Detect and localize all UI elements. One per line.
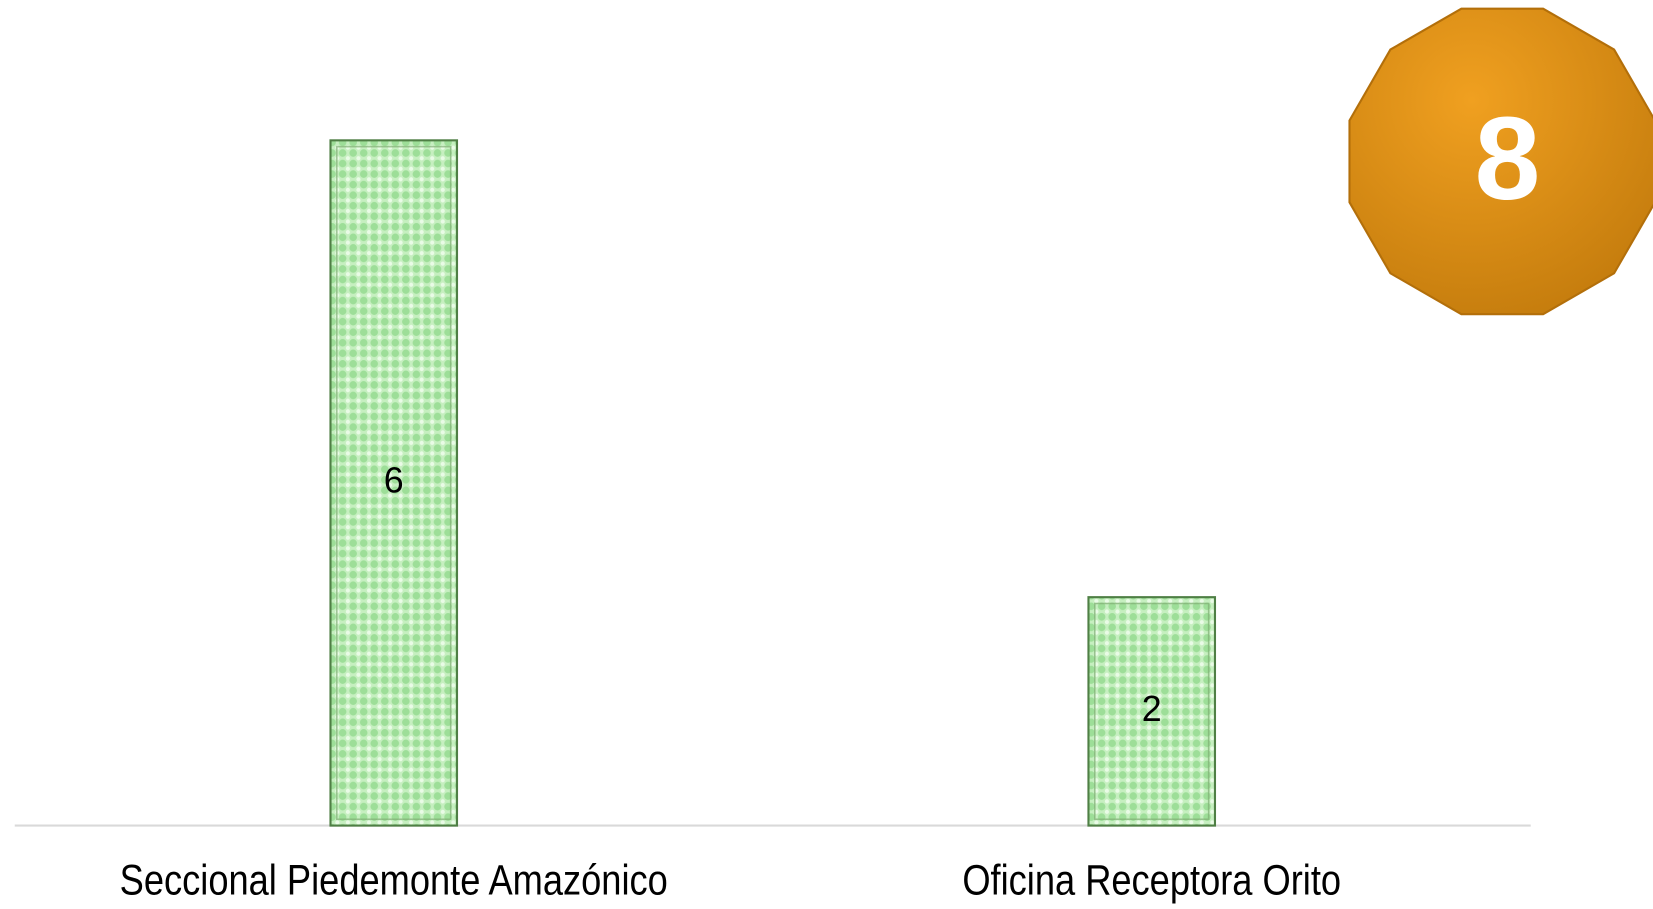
data-label: 6: [384, 460, 404, 500]
x-tick-label: Oficina Receptora Orito: [962, 857, 1341, 904]
badge-shape: [1348, 7, 1653, 316]
badge-label: 8: [1475, 93, 1541, 225]
bar: [329, 139, 459, 827]
bar: [1087, 596, 1217, 827]
bar-bevel: [336, 145, 452, 821]
bar-bevel: [1094, 602, 1210, 821]
badge: 8: [1348, 7, 1653, 316]
data-label: 2: [1142, 689, 1162, 729]
x-tick-label: Seccional Piedemonte Amazónico: [120, 857, 668, 904]
